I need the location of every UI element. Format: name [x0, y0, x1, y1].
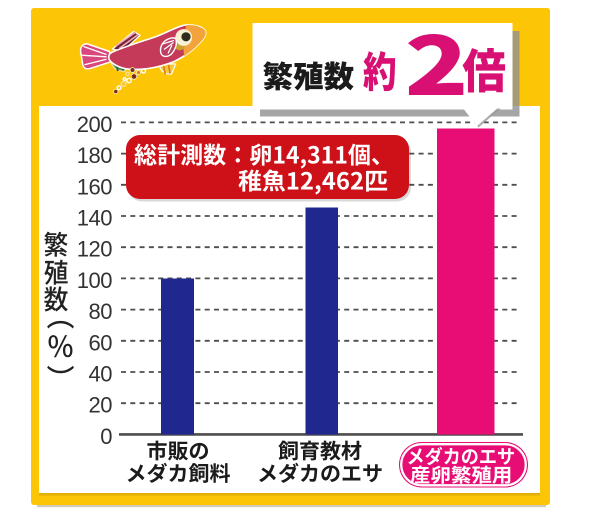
svg-text:200: 200 [77, 112, 112, 137]
svg-text:140: 140 [77, 206, 112, 231]
svg-text:60: 60 [89, 330, 113, 355]
svg-text:80: 80 [89, 299, 113, 324]
svg-text:100: 100 [77, 268, 112, 293]
svg-text:160: 160 [77, 174, 112, 199]
svg-text:0: 0 [100, 424, 112, 449]
svg-text:20: 20 [89, 393, 113, 418]
svg-text:180: 180 [77, 143, 112, 168]
svg-text:40: 40 [89, 362, 113, 387]
svg-text:120: 120 [77, 237, 112, 262]
